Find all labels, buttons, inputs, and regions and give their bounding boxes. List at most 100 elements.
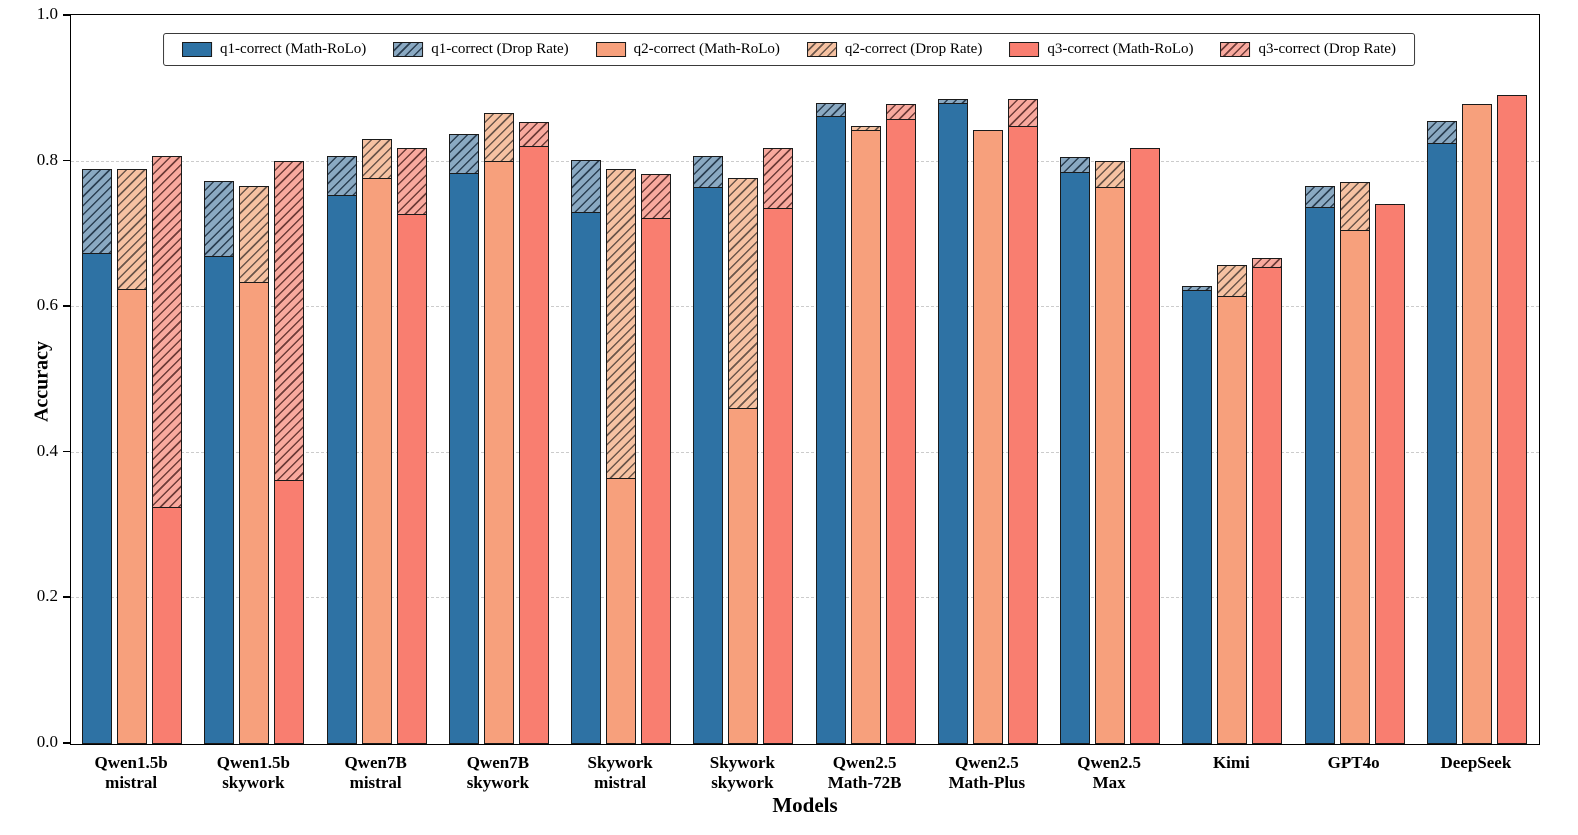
legend-swatch-q2-correct-solid	[595, 42, 626, 57]
gridline-y-0.4	[71, 451, 1539, 453]
bar-q2-correct-drop-rate-kimi	[1217, 265, 1248, 297]
bar-q2-correct-math-rolo-skywork-skywork	[728, 408, 759, 744]
x-category-label-qwen2.5-math-plus: Qwen2.5 Math-Plus	[948, 753, 1026, 792]
bar-q1-correct-math-rolo-qwen1.5b-mistral	[82, 253, 113, 744]
y-tick-label: 1.0	[36, 4, 58, 23]
x-category-label-qwen1.5b-mistral: Qwen1.5b mistral	[94, 753, 168, 792]
bar-q2-correct-drop-rate-skywork-skywork	[728, 178, 759, 409]
x-category-label-skywork-skywork: Skywork skywork	[709, 753, 775, 792]
legend: q1-correct (Math-RoLo) q1-correct (Drop R…	[163, 33, 1415, 66]
bar-q1-correct-drop-rate-qwen2.5-max	[1060, 157, 1091, 173]
legend-item-q2-correct-solid: q2-correct (Math-RoLo)	[595, 41, 780, 58]
y-axis-title: Accuracy	[30, 340, 53, 423]
bar-q1-correct-math-rolo-qwen2.5-math-72b	[815, 116, 846, 744]
bar-q3-correct-math-rolo-qwen2.5-math-72b	[885, 119, 916, 744]
bar-q2-correct-drop-rate-qwen1.5b-skywork	[239, 186, 270, 283]
gridline-y-0.2	[71, 597, 1539, 599]
bar-q1-correct-math-rolo-qwen2.5-math-plus	[937, 103, 968, 744]
gridline-y-0.6	[71, 306, 1539, 308]
bar-q2-correct-drop-rate-gpt4o	[1339, 182, 1370, 231]
bar-q2-correct-math-rolo-qwen2.5-max	[1095, 187, 1126, 744]
bar-q1-correct-drop-rate-deepseek	[1426, 121, 1457, 144]
bar-q2-correct-math-rolo-qwen7b-skywork	[483, 161, 514, 744]
bar-q2-correct-math-rolo-qwen1.5b-skywork	[239, 282, 270, 744]
legend-label-q1-correct-solid: q1-correct (Math-RoLo)	[220, 41, 367, 57]
x-category-label-qwen2.5-math-72b: Qwen2.5 Math-72B	[827, 753, 902, 792]
bar-q3-correct-drop-rate-skywork-skywork	[763, 148, 794, 209]
bar-q3-correct-math-rolo-gpt4o	[1374, 204, 1405, 744]
x-category-label-kimi: Kimi	[1212, 753, 1250, 772]
gridline-y-0.8	[71, 160, 1539, 162]
y-tick-label: 0.0	[36, 732, 58, 751]
bar-q2-correct-math-rolo-qwen2.5-math-72b	[850, 130, 881, 744]
bar-q3-correct-math-rolo-skywork-mistral	[641, 218, 672, 744]
bar-q3-correct-drop-rate-qwen1.5b-skywork	[274, 161, 305, 481]
bar-q3-correct-math-rolo-qwen7b-mistral	[396, 214, 427, 744]
x-category-label-skywork-mistral: Skywork mistral	[587, 753, 653, 792]
bar-q2-correct-math-rolo-qwen7b-mistral	[361, 178, 392, 744]
bar-q3-correct-math-rolo-qwen7b-skywork	[518, 146, 549, 744]
legend-label-q3-correct-hatched: q3-correct (Drop Rate)	[1258, 41, 1396, 57]
bar-q1-correct-math-rolo-qwen7b-skywork	[448, 173, 479, 744]
bar-q1-correct-math-rolo-skywork-mistral	[571, 212, 602, 744]
bar-q1-correct-drop-rate-qwen7b-skywork	[448, 134, 479, 174]
bar-q1-correct-drop-rate-qwen7b-mistral	[326, 156, 357, 196]
bar-q3-correct-math-rolo-skywork-skywork	[763, 208, 794, 744]
bar-q3-correct-drop-rate-qwen2.5-math-72b	[885, 104, 916, 120]
bar-q3-correct-math-rolo-qwen1.5b-skywork	[274, 480, 305, 744]
legend-label-q2-correct-hatched: q2-correct (Drop Rate)	[844, 41, 983, 57]
bar-q1-correct-drop-rate-qwen1.5b-mistral	[82, 169, 113, 254]
bar-q1-correct-drop-rate-qwen2.5-math-plus	[937, 99, 968, 104]
bar-q3-correct-drop-rate-qwen7b-mistral	[396, 148, 427, 215]
x-category-label-qwen2.5-max: Qwen2.5 Max	[1077, 753, 1141, 792]
bar-q3-correct-math-rolo-kimi	[1252, 267, 1283, 744]
bar-q2-correct-drop-rate-qwen1.5b-mistral	[117, 169, 148, 290]
bar-q2-correct-math-rolo-kimi	[1217, 296, 1248, 744]
bar-q2-correct-drop-rate-qwen2.5-math-72b	[850, 126, 881, 131]
bar-q3-correct-drop-rate-qwen1.5b-mistral	[152, 156, 183, 508]
bar-q2-correct-drop-rate-skywork-mistral	[606, 169, 637, 479]
bar-q2-correct-math-rolo-skywork-mistral	[606, 478, 637, 744]
bar-q1-correct-drop-rate-qwen2.5-math-72b	[815, 103, 846, 117]
bar-q2-correct-drop-rate-qwen7b-mistral	[361, 139, 392, 179]
bar-q3-correct-drop-rate-qwen2.5-math-plus	[1007, 99, 1038, 127]
y-tick-label: 0.8	[36, 149, 58, 169]
legend-swatch-q3-correct-hatched	[1220, 42, 1251, 57]
x-axis-title: Models	[772, 793, 838, 817]
bar-q3-correct-math-rolo-qwen1.5b-mistral	[152, 507, 183, 744]
bar-q2-correct-drop-rate-qwen2.5-max	[1095, 161, 1126, 188]
bar-q2-correct-math-rolo-gpt4o	[1339, 230, 1370, 744]
y-tick-label: 0.6	[36, 295, 58, 315]
legend-item-q1-correct-hatched: q1-correct (Drop Rate)	[393, 41, 569, 58]
bar-q3-correct-math-rolo-qwen2.5-max	[1130, 148, 1161, 744]
legend-swatch-q3-correct-solid	[1009, 42, 1040, 57]
bar-q1-correct-drop-rate-gpt4o	[1304, 186, 1335, 208]
x-category-label-qwen1.5b-skywork: Qwen1.5b skywork	[216, 753, 290, 792]
bar-q2-correct-math-rolo-qwen1.5b-mistral	[117, 289, 148, 744]
bar-q3-correct-drop-rate-qwen7b-skywork	[518, 122, 549, 147]
y-tick-mark	[63, 596, 70, 598]
legend-label-q3-correct-solid: q3-correct (Math-RoLo)	[1047, 41, 1194, 57]
y-tick-mark	[63, 159, 70, 162]
legend-swatch-q1-correct-hatched	[393, 42, 424, 57]
x-category-label-gpt4o: GPT4o	[1327, 753, 1380, 772]
bar-q3-correct-math-rolo-qwen2.5-math-plus	[1007, 126, 1038, 744]
legend-item-q3-correct-hatched: q3-correct (Drop Rate)	[1220, 41, 1396, 58]
bar-q1-correct-drop-rate-skywork-mistral	[571, 160, 602, 213]
y-tick-mark	[63, 450, 70, 453]
bar-q1-correct-math-rolo-deepseek	[1426, 143, 1457, 744]
legend-item-q2-correct-hatched: q2-correct (Drop Rate)	[806, 41, 983, 58]
legend-swatch-q2-correct-hatched	[806, 42, 837, 57]
bar-q1-correct-math-rolo-gpt4o	[1304, 207, 1335, 744]
x-category-label-qwen7b-mistral: Qwen7B mistral	[344, 753, 407, 792]
bar-q1-correct-drop-rate-qwen1.5b-skywork	[204, 181, 235, 257]
bar-q3-correct-drop-rate-kimi	[1252, 258, 1283, 268]
plot-area	[70, 14, 1540, 745]
y-tick-mark	[63, 305, 70, 307]
y-tick-mark	[63, 742, 70, 744]
bar-q1-correct-math-rolo-kimi	[1182, 290, 1213, 744]
y-tick-label: 0.2	[36, 586, 58, 606]
bar-q3-correct-math-rolo-deepseek	[1496, 95, 1527, 744]
legend-swatch-q1-correct-solid	[182, 42, 213, 57]
y-tick-mark	[63, 14, 70, 16]
